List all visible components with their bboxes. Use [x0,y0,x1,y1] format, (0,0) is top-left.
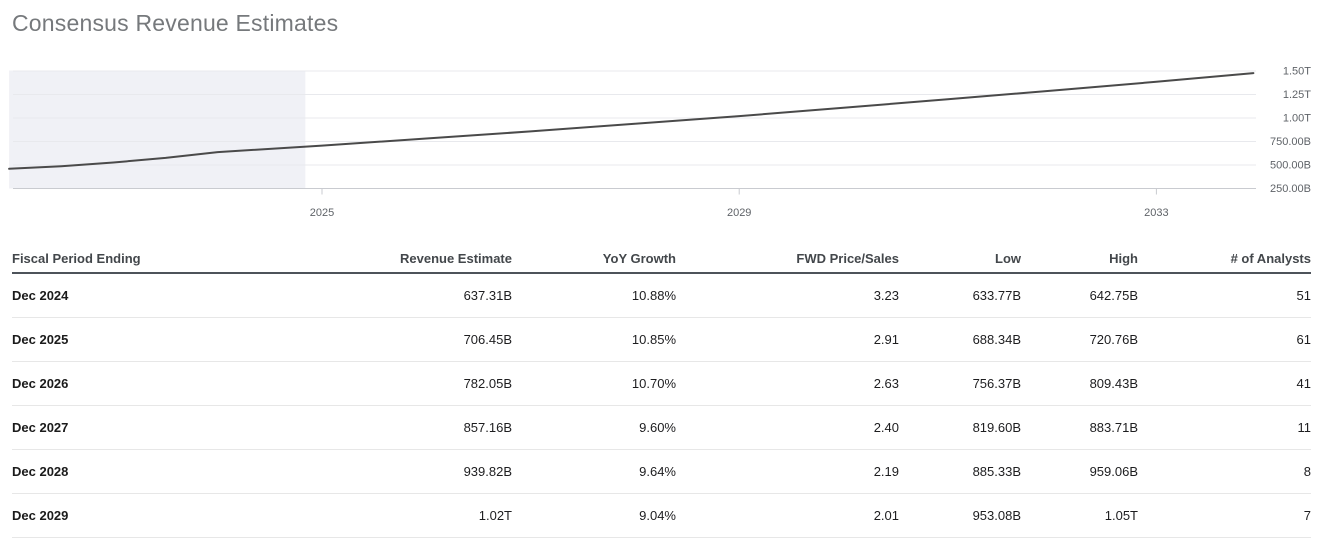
table-cell: 688.34B [899,317,1021,362]
column-header-fiscal-period: Fiscal Period Ending [12,245,332,274]
table-cell: 720.76B [1021,317,1138,362]
y-axis-label: 750.00B [1270,136,1311,148]
column-header-yoy-growth: YoY Growth [512,245,676,274]
revenue-estimates-table: Fiscal Period Ending Revenue Estimate Yo… [12,245,1311,538]
table-header-row: Fiscal Period Ending Revenue Estimate Yo… [12,245,1311,274]
estimates-table-body: Dec 2024 637.31B 10.88% 3.23 633.77B 642.75B 5… [12,273,1311,538]
y-axis-label: 1.25T [1283,89,1311,101]
table-row: Dec 2028 939.82B 9.64% 2.19 885.33B 959.06B 8 [12,449,1311,494]
y-axis-label: 500.00B [1270,160,1311,172]
table-cell: 8 [1138,449,1311,494]
table-cell: 939.82B [332,449,512,494]
table-cell: Dec 2029 [12,493,332,538]
table-cell: 9.04% [512,493,676,538]
table-cell: 637.31B [332,273,512,318]
table-cell: 3.23 [676,273,899,318]
x-axis-label: 2025 [310,207,334,219]
table-cell: 959.06B [1021,449,1138,494]
table-cell: 61 [1138,317,1311,362]
table-cell: Dec 2027 [12,405,332,450]
table-cell: 756.37B [899,361,1021,406]
column-header-num-analysts: # of Analysts [1138,245,1311,274]
table-cell: 10.85% [512,317,676,362]
table-cell: 9.60% [512,405,676,450]
revenue-chart-canvas[interactable]: 1.50T 1.25T 1.00T 750.00B 500.00B 250.00B 2025… [0,57,1329,227]
table-cell: 953.08B [899,493,1021,538]
table-cell: 2.01 [676,493,899,538]
y-axis-label: 250.00B [1270,183,1311,195]
table-cell: 9.64% [512,449,676,494]
table-cell: 41 [1138,361,1311,406]
table-row: Dec 2025 706.45B 10.85% 2.91 688.34B 720.76B 6… [12,317,1311,362]
table-cell: 1.05T [1021,493,1138,538]
table-cell: Dec 2025 [12,317,332,362]
table-cell: 10.70% [512,361,676,406]
table-cell: 2.19 [676,449,899,494]
column-header-high: High [1021,245,1138,274]
table-cell: 782.05B [332,361,512,406]
table-cell: 11 [1138,405,1311,450]
table-cell: 1.02T [332,493,512,538]
table-cell: 51 [1138,273,1311,318]
table-row: Dec 2024 637.31B 10.88% 3.23 633.77B 642.75B 5… [12,273,1311,318]
table-row: Dec 2027 857.16B 9.60% 2.40 819.60B 883.71B 11 [12,405,1311,450]
revenue-estimates-chart: 1.50T 1.25T 1.00T 750.00B 500.00B 250.00B 2025… [0,57,1329,227]
table-cell: 642.75B [1021,273,1138,318]
column-header-revenue-estimate: Revenue Estimate [332,245,512,274]
table-cell: 2.91 [676,317,899,362]
table-cell: 883.71B [1021,405,1138,450]
table-cell: 706.45B [332,317,512,362]
table-cell: 7 [1138,493,1311,538]
table-cell: Dec 2026 [12,361,332,406]
y-axis-label: 1.00T [1283,113,1311,125]
column-header-fwd-price-sales: FWD Price/Sales [676,245,899,274]
table-row: Dec 2029 1.02T 9.04% 2.01 953.08B 1.05T 7 [12,493,1311,538]
table-cell: 633.77B [899,273,1021,318]
table-cell: 885.33B [899,449,1021,494]
history-shaded-region [9,70,306,189]
y-axis-label: 1.50T [1283,66,1311,78]
table-cell: 819.60B [899,405,1021,450]
table-cell: 857.16B [332,405,512,450]
x-axis-label: 2029 [727,207,751,219]
revenue-line [8,72,1255,170]
table-cell: 809.43B [1021,361,1138,406]
table-row: Dec 2026 782.05B 10.70% 2.63 756.37B 809.43B 4… [12,361,1311,406]
table-cell: Dec 2024 [12,273,332,318]
table-cell: 10.88% [512,273,676,318]
table-cell: Dec 2028 [12,449,332,494]
table-cell: 2.40 [676,405,899,450]
x-axis-label: 2033 [1144,207,1168,219]
table-cell: 2.63 [676,361,899,406]
page-title: Consensus Revenue Estimates [12,10,339,36]
column-header-low: Low [899,245,1021,274]
